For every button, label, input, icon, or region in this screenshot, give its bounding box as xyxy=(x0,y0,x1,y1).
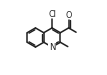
Text: N: N xyxy=(49,43,55,52)
Text: Cl: Cl xyxy=(48,10,56,19)
Text: O: O xyxy=(66,11,72,20)
